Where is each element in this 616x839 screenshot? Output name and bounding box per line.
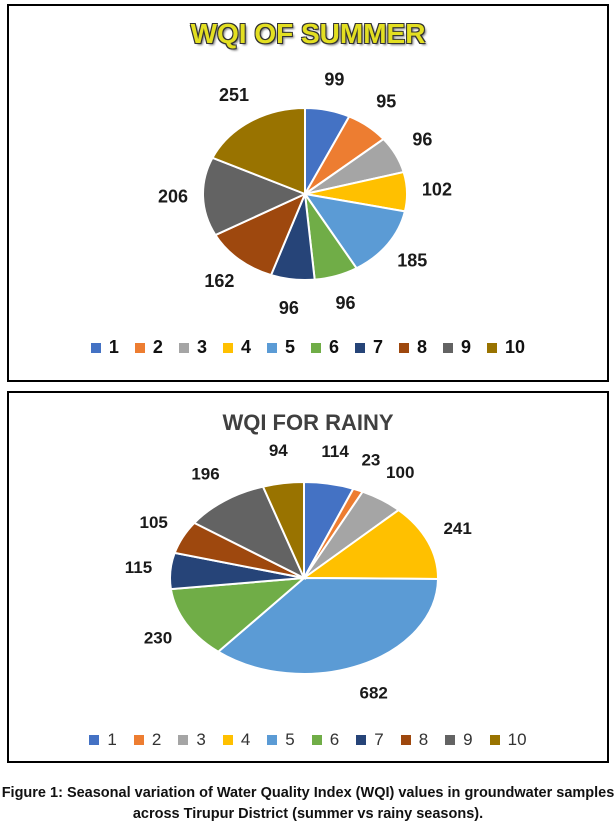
pie-slice-6 <box>169 576 307 653</box>
legend-item-10: 10 <box>487 337 525 358</box>
summer-chart-panel: WQI OF SUMMER 99 95 96 102 185 96 96 162 206 251 … <box>7 4 609 382</box>
legend-swatch <box>90 342 101 353</box>
legend-label: 10 <box>505 337 526 357</box>
legend-label: 2 <box>151 730 162 749</box>
legend-swatch <box>133 735 144 745</box>
legend-label: 6 <box>329 730 340 749</box>
data-label-10: 94 <box>269 441 288 460</box>
data-label-7: 96 <box>279 298 299 318</box>
legend-label: 4 <box>240 337 251 357</box>
figure-caption: Figure 1: Seasonal variation of Water Qu… <box>1 785 615 822</box>
legend-swatch <box>400 735 411 745</box>
legend-swatch <box>222 342 233 353</box>
data-label-3: 100 <box>386 463 414 482</box>
legend-item-3: 3 <box>178 730 206 750</box>
legend-item-6: 6 <box>311 730 340 750</box>
legend-item-7: 7 <box>356 730 384 750</box>
legend-item-1: 1 <box>89 730 117 750</box>
legend-item-2: 2 <box>133 730 162 750</box>
legend-swatch <box>399 342 410 353</box>
legend-item-3: 3 <box>178 337 207 358</box>
data-label-2: 95 <box>376 91 396 111</box>
legend-swatch <box>445 735 456 745</box>
legend-swatch <box>489 735 500 745</box>
legend-swatch <box>443 342 454 353</box>
legend-swatch <box>355 342 365 353</box>
data-label-4: 241 <box>443 519 471 538</box>
pie-slice-10 <box>261 480 305 579</box>
legend-item-4: 4 <box>222 730 251 750</box>
data-label-8: 162 <box>204 271 234 291</box>
legend-item-9: 9 <box>443 337 471 358</box>
rainy-pie-chart: 114 23 100 241 682 230 115 105 196 94 <box>125 441 472 703</box>
legend-label: 5 <box>284 337 295 357</box>
data-label-6: 230 <box>144 628 172 647</box>
data-label-9: 206 <box>158 186 188 206</box>
data-label-3: 96 <box>412 130 432 150</box>
legend-swatch <box>487 342 498 353</box>
summer-legend: 1 2 3 4 5 6 7 8 9 10 <box>9 337 607 358</box>
summer-chart-title: WQI OF SUMMER <box>190 18 426 49</box>
data-label-1: 114 <box>321 442 349 461</box>
legend-item-5: 5 <box>267 730 295 750</box>
pie-slice-8 <box>213 192 307 277</box>
legend-label: 5 <box>285 730 295 749</box>
legend-label: 7 <box>374 730 384 749</box>
legend-item-8: 8 <box>399 337 427 358</box>
rainy-chart-panel: WQI FOR RAINY 114 23 100 241 682 230 115 105 196… <box>7 391 609 763</box>
rainy-chart-title: WQI FOR RAINY <box>222 410 394 435</box>
legend-label: 3 <box>196 730 206 749</box>
pie-slice-9 <box>192 485 307 581</box>
legend-swatch <box>310 342 321 353</box>
legend-item-9: 9 <box>445 730 473 750</box>
legend-item-1: 1 <box>90 337 119 358</box>
legend-label: 9 <box>461 337 472 357</box>
pie-slice-4 <box>300 508 439 580</box>
data-label-1: 99 <box>324 70 344 90</box>
pie-slice-5 <box>216 576 440 675</box>
legend-swatch <box>178 342 189 353</box>
legend-item-4: 4 <box>222 337 251 358</box>
data-label-9: 196 <box>191 464 219 483</box>
legend-item-7: 7 <box>355 337 383 358</box>
legend-label: 1 <box>107 730 117 749</box>
data-label-7: 115 <box>125 558 152 577</box>
pie-slice-10 <box>211 106 306 196</box>
pie-slice-9 <box>202 156 308 237</box>
legend-swatch <box>356 735 367 745</box>
legend-item-2: 2 <box>134 337 163 358</box>
data-label-8: 105 <box>139 513 167 532</box>
summer-pie-chart: 99 95 96 102 185 96 96 162 206 251 <box>158 70 452 318</box>
legend-label: 2 <box>152 337 163 357</box>
data-label-4: 102 <box>422 180 452 200</box>
legend-label: 7 <box>373 337 384 357</box>
legend-swatch <box>178 735 189 745</box>
data-label-5: 185 <box>397 250 427 270</box>
data-label-10: 251 <box>219 85 249 105</box>
legend-item-10: 10 <box>489 730 527 750</box>
rainy-legend: 1 2 3 4 5 6 7 8 9 10 <box>9 730 607 750</box>
legend-label: 8 <box>417 337 428 357</box>
legend-swatch <box>222 735 233 745</box>
legend-label: 4 <box>240 730 251 749</box>
legend-label: 3 <box>196 337 207 357</box>
legend-swatch <box>267 735 278 745</box>
legend-swatch <box>266 342 277 353</box>
legend-label: 6 <box>328 337 339 357</box>
legend-item-5: 5 <box>266 337 295 358</box>
legend-label: 10 <box>507 730 527 749</box>
legend-label: 9 <box>463 730 473 749</box>
legend-swatch <box>311 735 322 745</box>
legend-label: 8 <box>418 730 429 749</box>
legend-item-8: 8 <box>400 730 429 750</box>
legend-swatch <box>134 342 145 353</box>
data-label-2: 23 <box>361 450 380 469</box>
legend-swatch <box>89 735 100 745</box>
legend-item-6: 6 <box>310 337 339 358</box>
data-label-6: 96 <box>336 293 356 313</box>
legend-label: 1 <box>108 337 119 357</box>
pie-slice-5 <box>302 192 407 270</box>
data-label-5: 682 <box>359 684 387 703</box>
